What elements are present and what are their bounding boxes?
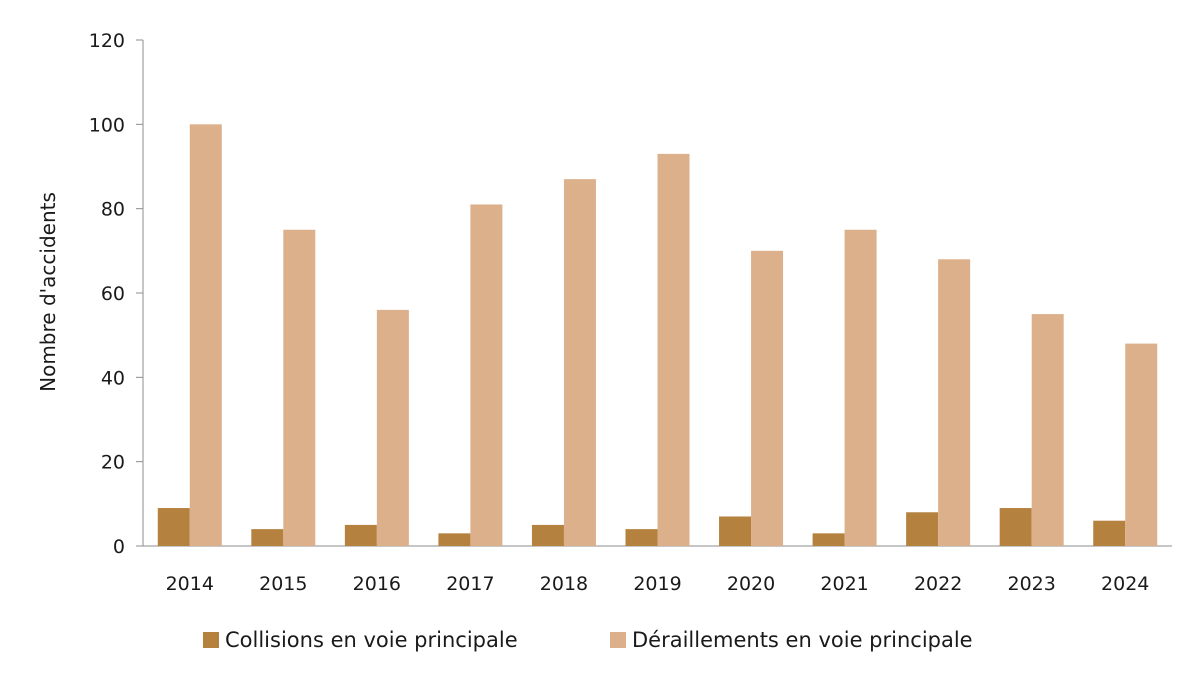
bar-deraillements-2014	[189, 124, 222, 546]
legend-swatch-collisions	[203, 632, 219, 648]
y-tick-label-40: 40	[101, 367, 125, 389]
bar-deraillements-2023	[1031, 314, 1064, 546]
bar-deraillements-2020	[751, 250, 784, 547]
x-tick-label-2024: 2024	[1101, 573, 1149, 595]
bar-deraillements-2017	[470, 204, 503, 546]
x-tick-label-2023: 2023	[1008, 573, 1056, 595]
y-tick-label-0: 0	[113, 536, 125, 558]
bar-collisions-2023	[999, 508, 1032, 546]
bar-deraillements-2021	[844, 229, 877, 546]
bar-collisions-2019	[625, 529, 658, 546]
y-tick-label-100: 100	[89, 114, 125, 136]
x-tick-label-2014: 2014	[166, 573, 214, 595]
x-tick-label-2022: 2022	[914, 573, 962, 595]
bar-collisions-2015	[251, 529, 284, 546]
plot-area: 0 20 40 60 80 100 120 2014 2015 2016 2017 2018 2019 2…	[89, 30, 1172, 595]
y-tick-label-80: 80	[101, 199, 125, 221]
x-tick-label-2020: 2020	[727, 573, 775, 595]
bar-deraillements-2024	[1125, 343, 1158, 546]
bar-collisions-2014	[157, 508, 190, 546]
bar-collisions-2024	[1093, 520, 1126, 546]
bar-collisions-2021	[812, 533, 845, 546]
y-tick-label-60: 60	[101, 283, 125, 305]
x-tick-label-2017: 2017	[446, 573, 494, 595]
legend-label-deraillements: Déraillements en voie principale	[632, 628, 973, 652]
y-axis-title: Nombre d'accidents	[36, 192, 60, 392]
bar-collisions-2017	[438, 533, 471, 546]
x-tick-label-2021: 2021	[820, 573, 868, 595]
legend-label-collisions: Collisions en voie principale	[225, 628, 518, 652]
bar-deraillements-2022	[938, 259, 971, 546]
x-tick-label-2016: 2016	[353, 573, 401, 595]
bar-deraillements-2019	[657, 153, 690, 546]
x-tick-label-2019: 2019	[633, 573, 681, 595]
y-tick-label-120: 120	[89, 30, 125, 52]
bar-deraillements-2018	[563, 179, 596, 546]
y-tick-label-20: 20	[101, 452, 125, 474]
bar-collisions-2016	[344, 524, 377, 546]
x-tick-label-2018: 2018	[540, 573, 588, 595]
legend: Collisions en voie principale Dérailleme…	[203, 628, 973, 652]
bar-collisions-2018	[531, 524, 564, 546]
legend-swatch-deraillements	[610, 632, 626, 648]
bar-deraillements-2016	[376, 309, 409, 546]
x-tick-label-2015: 2015	[259, 573, 307, 595]
bar-deraillements-2015	[283, 229, 316, 546]
bar-collisions-2020	[719, 516, 752, 546]
bar-collisions-2022	[906, 512, 939, 546]
